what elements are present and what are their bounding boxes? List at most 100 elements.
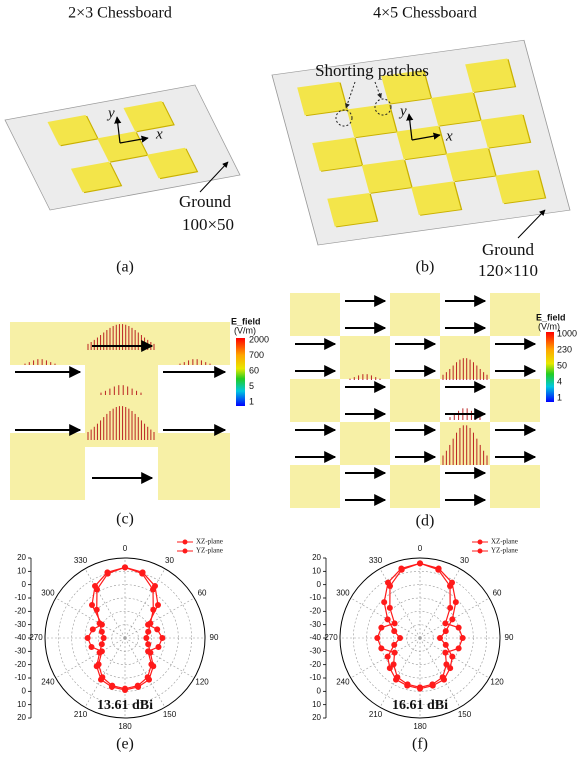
patch xyxy=(312,137,362,171)
r-tick-label: 20 xyxy=(312,553,321,562)
axis-label: y xyxy=(106,105,115,121)
panel-label: (b) xyxy=(416,259,435,276)
series-point xyxy=(442,620,449,627)
patch xyxy=(490,465,540,508)
series-point xyxy=(439,674,446,681)
field-vectors xyxy=(349,358,488,465)
colorbar-tick: 60 xyxy=(249,365,259,375)
grid-spoke xyxy=(419,568,461,639)
colorbar-tick: 1000 xyxy=(557,328,577,338)
patch xyxy=(327,192,377,227)
legend-label: XZ-plane xyxy=(491,538,518,546)
series-point xyxy=(155,643,162,650)
shorting-markers xyxy=(335,81,392,127)
r-tick-label: 0 xyxy=(22,580,27,589)
angle-label: 300 xyxy=(336,589,350,598)
axis-label: x xyxy=(445,128,453,144)
r-tick-label: 20 xyxy=(312,713,321,722)
angle-label: 270 xyxy=(324,633,338,642)
series-point xyxy=(390,661,397,668)
angle-label: 210 xyxy=(369,710,383,719)
r-tick-label: 0 xyxy=(22,686,27,695)
legend-label: XZ-plane xyxy=(196,538,223,546)
patches-d xyxy=(290,293,540,508)
patch xyxy=(440,422,490,465)
patch xyxy=(340,336,390,379)
colorbar-title: E_field xyxy=(536,312,566,322)
colorbar-tick: 230 xyxy=(557,344,572,354)
grid-spoke xyxy=(55,637,126,679)
patch xyxy=(361,159,412,193)
series-point xyxy=(104,569,111,576)
r-tick-label: -30 xyxy=(309,646,321,655)
ground-plane-a xyxy=(4,84,241,211)
angle-label: 330 xyxy=(369,556,383,565)
r-tick-label: 10 xyxy=(312,700,321,709)
r-tick-label: -30 xyxy=(14,620,26,629)
patches-c xyxy=(10,322,230,500)
pointer xyxy=(199,161,229,193)
series-point xyxy=(455,624,462,631)
series-point xyxy=(442,649,449,656)
patch xyxy=(411,181,461,216)
series-point xyxy=(387,583,393,590)
series-point xyxy=(435,566,442,573)
axes-a xyxy=(114,116,149,144)
patch xyxy=(290,465,340,508)
grid-ring xyxy=(58,571,192,705)
grid-spoke xyxy=(84,637,126,708)
series-point xyxy=(449,653,456,660)
grid-spoke xyxy=(55,597,126,639)
patch xyxy=(340,422,390,465)
series-point xyxy=(88,643,95,650)
series-point xyxy=(449,616,456,623)
series-point xyxy=(145,641,152,648)
series-point xyxy=(98,621,105,628)
patch xyxy=(390,293,440,336)
angle-label: 330 xyxy=(74,556,88,565)
angle-label: 60 xyxy=(198,589,207,598)
series-point xyxy=(447,665,454,672)
polar-chart: 0 30 60 90 120 150 180 210 240 270 300 330 -40 -30 -30… xyxy=(14,538,222,753)
angle-label: 270 xyxy=(29,633,43,642)
series-point xyxy=(417,560,423,567)
angle-label: 180 xyxy=(413,722,427,731)
r-tick-label: -20 xyxy=(14,660,26,669)
ground-label: Ground xyxy=(482,240,534,259)
grid-spoke xyxy=(124,597,195,639)
r-tick-label: -10 xyxy=(14,593,26,602)
series-point xyxy=(384,653,391,660)
grid-ring xyxy=(98,611,152,665)
angle-label: 180 xyxy=(118,722,132,731)
ground-size: 120×110 xyxy=(478,261,538,280)
angle-label: 60 xyxy=(493,589,502,598)
grid-spoke xyxy=(124,637,166,708)
r-tick-label: 20 xyxy=(17,713,26,722)
patch xyxy=(430,92,481,126)
series-point xyxy=(391,628,398,635)
colorbar xyxy=(546,332,554,402)
legend-marker xyxy=(477,548,483,554)
angle-label: 90 xyxy=(505,633,514,642)
series-point xyxy=(159,635,166,641)
series-point xyxy=(98,628,105,635)
colorbar-tick: 50 xyxy=(557,360,567,370)
series-point xyxy=(145,621,152,628)
r-tick-label: -40 xyxy=(14,633,26,642)
series-point xyxy=(442,628,449,635)
patch xyxy=(290,379,340,422)
colorbar-unit: (V/m) xyxy=(234,325,256,335)
patch xyxy=(480,114,530,148)
series-point xyxy=(386,604,393,611)
grid-spoke xyxy=(379,637,421,708)
series-point xyxy=(381,599,388,606)
colorbar-tick: 2000 xyxy=(249,334,269,344)
series-point xyxy=(429,681,436,688)
series-point xyxy=(443,661,450,668)
series-point xyxy=(391,620,398,627)
legend-label: YZ-plane xyxy=(491,547,518,555)
series-point xyxy=(144,674,151,681)
patch xyxy=(346,103,397,138)
legend-marker xyxy=(182,548,188,554)
series-point xyxy=(459,635,466,641)
